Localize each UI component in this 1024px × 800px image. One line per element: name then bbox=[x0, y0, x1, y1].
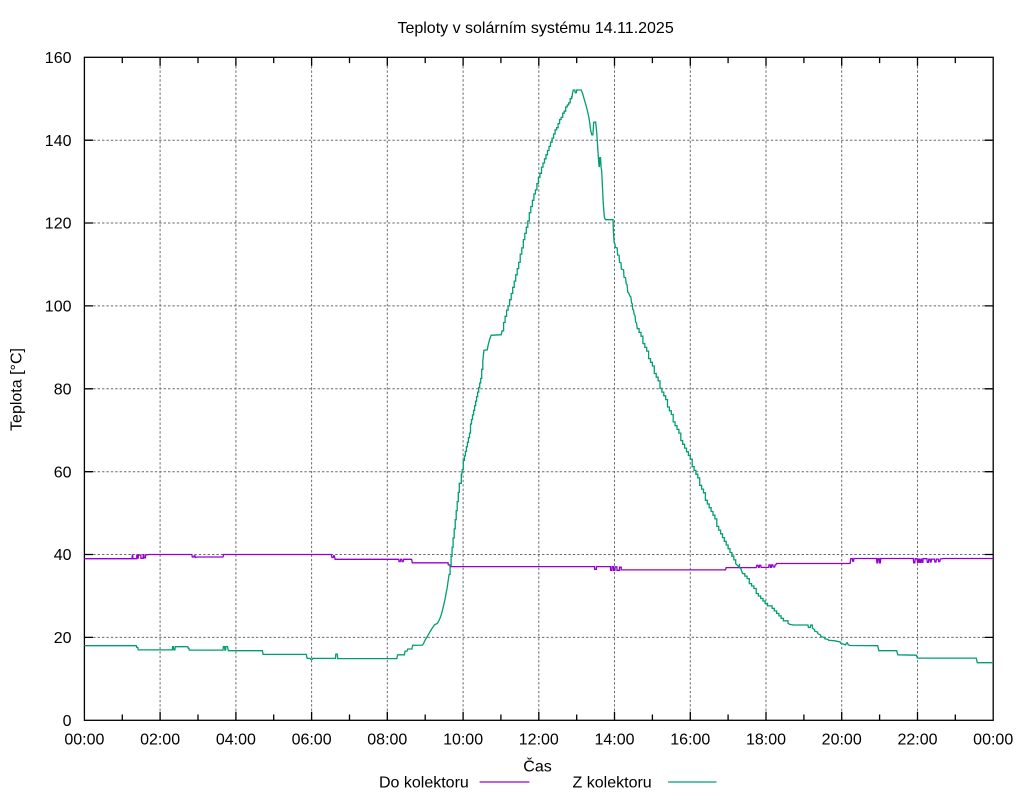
svg-text:22:00: 22:00 bbox=[897, 731, 937, 748]
svg-text:14:00: 14:00 bbox=[594, 731, 634, 748]
svg-text:20: 20 bbox=[54, 630, 72, 647]
svg-text:Teplota [°C]: Teplota [°C] bbox=[9, 348, 26, 431]
svg-text:80: 80 bbox=[54, 382, 72, 399]
svg-text:60: 60 bbox=[54, 464, 72, 481]
svg-text:Z kolektoru: Z kolektoru bbox=[573, 774, 652, 791]
svg-text:18:00: 18:00 bbox=[746, 731, 786, 748]
svg-text:40: 40 bbox=[54, 547, 72, 564]
svg-text:Teploty v solárním systému 14.: Teploty v solárním systému 14.11.2025 bbox=[397, 20, 673, 37]
svg-text:08:00: 08:00 bbox=[367, 731, 407, 748]
svg-text:00:00: 00:00 bbox=[64, 731, 104, 748]
svg-text:100: 100 bbox=[45, 299, 72, 316]
svg-text:160: 160 bbox=[45, 50, 72, 67]
svg-text:120: 120 bbox=[45, 216, 72, 233]
svg-text:06:00: 06:00 bbox=[292, 731, 332, 748]
svg-text:04:00: 04:00 bbox=[216, 731, 256, 748]
svg-text:16:00: 16:00 bbox=[670, 731, 710, 748]
svg-text:Čas: Čas bbox=[523, 757, 551, 776]
svg-text:140: 140 bbox=[45, 133, 72, 150]
svg-text:10:00: 10:00 bbox=[443, 731, 483, 748]
svg-text:Do kolektoru: Do kolektoru bbox=[379, 774, 469, 791]
svg-text:12:00: 12:00 bbox=[519, 731, 559, 748]
svg-text:0: 0 bbox=[63, 713, 72, 730]
svg-text:20:00: 20:00 bbox=[822, 731, 862, 748]
svg-text:02:00: 02:00 bbox=[140, 731, 180, 748]
svg-text:00:00: 00:00 bbox=[973, 731, 1013, 748]
